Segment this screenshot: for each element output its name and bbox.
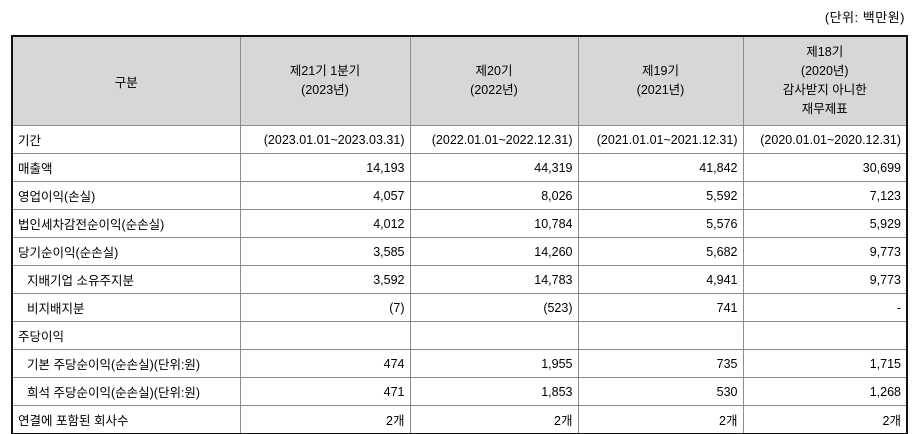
header-line: 제20기 [475,64,513,78]
cell-value: 5,682 [577,237,744,266]
row-label: 비지배지분 [11,293,241,322]
header-period-21: 제21기 1분기 (2023년) [239,35,411,126]
cell-value: 7,123 [742,181,908,210]
cell-value: 741 [577,293,744,322]
header-line: 감사받지 아니한 [782,83,867,97]
cell-value: (2022.01.01~2022.12.31) [409,125,579,154]
row-label: 영업이익(손실) [11,181,241,210]
cell-value: 735 [577,349,744,378]
cell-value: 14,260 [409,237,579,266]
table-row-net-income: 당기순이익(순손실) 3,585 14,260 5,682 9,773 [11,237,908,266]
cell-value: 9,773 [742,265,908,294]
cell-value: 5,592 [577,181,744,210]
table-row-eps-section: 주당이익 [11,321,908,350]
header-line: (2022년) [470,83,518,97]
cell-value: 471 [239,377,411,406]
header-line: (2023년) [301,83,349,97]
table-row-owners-equity-share: 지배기업 소유주지분 3,592 14,783 4,941 9,773 [11,265,908,294]
cell-value: 4,941 [577,265,744,294]
header-line: 제19기 [642,64,679,78]
table-row-diluted-eps: 희석 주당순이익(순손실)(단위:원) 471 1,853 530 1,268 [11,377,908,406]
cell-value: 2개 [409,405,579,434]
table-row-non-controlling-interest: 비지배지분 (7) (523) 741 - [11,293,908,322]
row-label: 매출액 [11,153,241,182]
header-period-18: 제18기 (2020년) 감사받지 아니한 재무제표 [742,35,908,126]
cell-value: 14,193 [239,153,411,182]
header-category: 구분 [11,35,241,126]
row-label: 주당이익 [11,321,241,350]
cell-value: 1,853 [409,377,579,406]
cell-value: 3,585 [239,237,411,266]
cell-value: 1,715 [742,349,908,378]
cell-value: 30,699 [742,153,908,182]
header-line: (2020년) [800,64,849,78]
cell-value: - [742,293,908,322]
cell-value: 14,783 [409,265,579,294]
table-row-period: 기간 (2023.01.01~2023.03.31) (2022.01.01~2… [11,125,908,154]
cell-value [742,321,908,350]
cell-value: 5,576 [577,209,744,238]
table-row-operating-income: 영업이익(손실) 4,057 8,026 5,592 7,123 [11,181,908,210]
cell-value: (2020.01.01~2020.12.31) [742,125,908,154]
cell-value: (523) [409,293,579,322]
table-row-revenue: 매출액 14,193 44,319 41,842 30,699 [11,153,908,182]
cell-value: 2개 [239,405,411,434]
table-row-pretax-income: 법인세차감전순이익(순손실) 4,012 10,784 5,576 5,929 [11,209,908,238]
row-label: 법인세차감전순이익(순손실) [11,209,241,238]
row-label: 기본 주당순이익(순손실)(단위:원) [11,349,241,378]
row-label: 연결에 포함된 회사수 [11,405,241,434]
cell-value: (2021.01.01~2021.12.31) [577,125,744,154]
cell-value: 2개 [742,405,908,434]
cell-value: 1,268 [742,377,908,406]
header-line: 재무제표 [801,102,848,116]
header-line: (2021년) [636,83,685,97]
header-line: 제18기 [806,45,844,59]
cell-value: 8,026 [409,181,579,210]
table-row-consolidated-companies: 연결에 포함된 회사수 2개 2개 2개 2개 [11,405,908,434]
table-row-basic-eps: 기본 주당순이익(순손실)(단위:원) 474 1,955 735 1,715 [11,349,908,378]
cell-value: 4,057 [239,181,411,210]
table-header: 구분 제21기 1분기 (2023년) 제20기 (2022년) 제19기 (2… [11,35,908,126]
financial-summary-table: 구분 제21기 1분기 (2023년) 제20기 (2022년) 제19기 (2… [11,35,908,434]
header-line: 제21기 1분기 [289,64,361,78]
cell-value: 4,012 [239,209,411,238]
cell-value: 530 [577,377,744,406]
cell-value [239,321,411,350]
cell-value: 10,784 [409,209,579,238]
cell-value [577,321,744,350]
cell-value: 2개 [577,405,744,434]
cell-value: (2023.01.01~2023.03.31) [239,125,411,154]
row-label: 지배기업 소유주지분 [11,265,241,294]
row-label: 희석 주당순이익(순손실)(단위:원) [11,377,241,406]
cell-value: 5,929 [742,209,908,238]
cell-value: 474 [239,349,411,378]
header-row: 구분 제21기 1분기 (2023년) 제20기 (2022년) 제19기 (2… [11,35,908,126]
cell-value: 3,592 [239,265,411,294]
row-label: 기간 [11,125,241,154]
cell-value: 44,319 [409,153,579,182]
cell-value [409,321,579,350]
table-body: 기간 (2023.01.01~2023.03.31) (2022.01.01~2… [11,125,908,434]
cell-value: 1,955 [409,349,579,378]
cell-value: (7) [239,293,411,322]
header-period-19: 제19기 (2021년) [577,35,744,126]
cell-value: 9,773 [742,237,908,266]
header-period-20: 제20기 (2022년) [409,35,579,126]
cell-value: 41,842 [577,153,744,182]
row-label: 당기순이익(순손실) [11,237,241,266]
unit-label: (단위: 백만원) [824,10,905,25]
